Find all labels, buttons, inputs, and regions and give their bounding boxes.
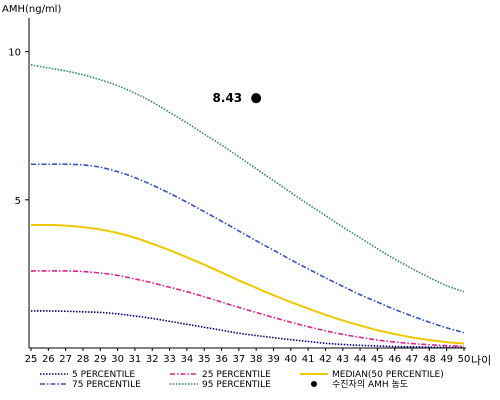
series-line-2 bbox=[30, 223, 465, 345]
x-tick-label: 35 bbox=[198, 354, 211, 365]
x-tick-label: 45 bbox=[371, 354, 384, 365]
series-line-1 bbox=[30, 270, 465, 348]
legend-marker-swatch bbox=[311, 381, 317, 387]
x-tick-label: 42 bbox=[319, 354, 332, 365]
x-tick-label: 50 bbox=[458, 354, 471, 365]
y-tick-label: 5 bbox=[15, 196, 21, 207]
legend-label: 75 PERCENTILE bbox=[72, 380, 141, 390]
marker-point bbox=[251, 93, 262, 104]
x-tick-label: 31 bbox=[129, 354, 142, 365]
series-line-3 bbox=[31, 163, 465, 334]
x-tick-label: 40 bbox=[284, 354, 297, 365]
x-tick-label: 48 bbox=[423, 354, 436, 365]
x-tick-label: 28 bbox=[77, 354, 90, 365]
x-tick-label: 27 bbox=[59, 354, 72, 365]
x-axis-title: 나이 bbox=[471, 354, 491, 367]
x-tick-label: 34 bbox=[181, 354, 194, 365]
y-axis-title: AMH(ng/ml) bbox=[2, 4, 61, 15]
x-tick-label: 39 bbox=[267, 354, 280, 365]
plot-area: 8.43 bbox=[30, 64, 465, 349]
marker-value-label: 8.43 bbox=[213, 91, 243, 105]
x-tick-label: 43 bbox=[336, 354, 349, 365]
legend-marker-label: 수진자의 AMH 농도 bbox=[332, 379, 408, 390]
x-tick-label: 30 bbox=[111, 354, 124, 365]
series-line-0 bbox=[30, 310, 465, 349]
x-tick-label: 49 bbox=[440, 354, 453, 365]
series-line-4 bbox=[30, 64, 465, 293]
y-tick-label: 10 bbox=[8, 48, 21, 59]
legend-label: 25 PERCENTILE bbox=[202, 370, 271, 380]
axes: 5 10 25 26 27 28 29 30 31 32 33 34 35 36 37 38 39 40 41 42 4… bbox=[8, 18, 470, 365]
x-tick-label: 36 bbox=[215, 354, 228, 365]
x-tick-label: 26 bbox=[42, 354, 55, 365]
x-tick-label: 33 bbox=[163, 354, 176, 365]
legend-label: 95 PERCENTILE bbox=[202, 380, 271, 390]
x-tick-label: 25 bbox=[25, 354, 38, 365]
legend: 5 PERCENTILE 25 PERCENTILE MEDIAN(50 PERCE… bbox=[40, 370, 444, 390]
x-tick-label: 29 bbox=[94, 354, 107, 365]
legend-label: MEDIAN(50 PERCENTILE) bbox=[332, 370, 444, 380]
legend-label: 5 PERCENTILE bbox=[72, 370, 135, 380]
x-tick-label: 38 bbox=[250, 354, 263, 365]
x-tick-label: 32 bbox=[146, 354, 159, 365]
x-tick-label: 44 bbox=[354, 354, 367, 365]
x-tick-label: 47 bbox=[406, 354, 419, 365]
x-tick-label: 46 bbox=[388, 354, 401, 365]
x-tick-label: 41 bbox=[302, 354, 315, 365]
x-tick-label: 37 bbox=[232, 354, 245, 365]
